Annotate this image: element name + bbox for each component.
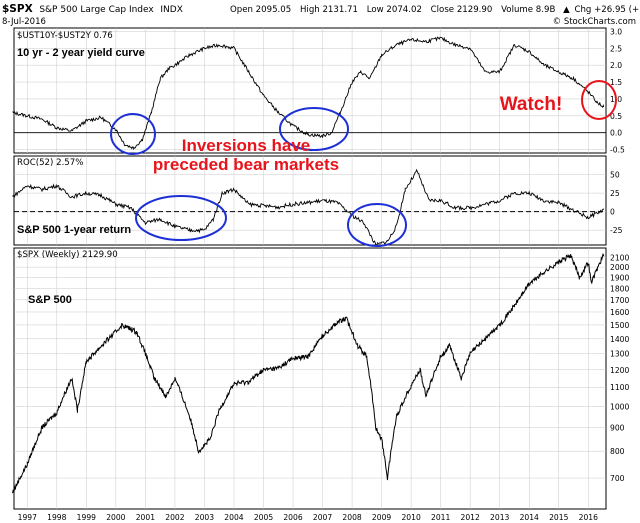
yield_curve-frame <box>13 27 607 154</box>
xtick-label: 2011 <box>431 513 450 522</box>
xtick-label: 2009 <box>372 513 391 522</box>
yield_curve-ytick-label: -0.5 <box>610 146 625 155</box>
header-date: 8-Jul-2016 <box>2 17 46 27</box>
watch-annotation: Watch! <box>500 94 563 115</box>
inversions-annotation-line2: preceded bear markets <box>153 155 339 174</box>
spx-ytick-label: 1500 <box>610 321 629 330</box>
xtick-label: 1999 <box>77 513 96 522</box>
yield_curve-ytick-label: 1.5 <box>610 78 622 87</box>
roc-ytick-label: 0 <box>610 208 615 217</box>
bear-market-ellipse-2008 <box>347 203 407 247</box>
spx-ytick-label: 1600 <box>610 308 629 317</box>
inversions-annotation-line1: Inversions have <box>182 136 311 155</box>
xtick-label: 2007 <box>313 513 332 522</box>
inversion-ellipse-2000 <box>110 113 156 155</box>
bear-market-ellipse-2002 <box>135 195 227 241</box>
yield_curve-ytick-label: 2.5 <box>610 44 622 53</box>
watch-ellipse <box>581 80 617 120</box>
roc-ytick-label: 25 <box>610 189 620 198</box>
xtick-label: 2008 <box>342 513 361 522</box>
xtick-label: 2006 <box>283 513 302 522</box>
spx-ytick-label: 1800 <box>610 284 629 293</box>
xtick-label: 2004 <box>224 513 243 522</box>
xtick-label: 2016 <box>579 513 598 522</box>
spx-ytick-label: 700 <box>610 474 625 483</box>
spx-ytick-label: 1300 <box>610 350 629 359</box>
xtick-label: 1997 <box>18 513 37 522</box>
spx-ytick-label: 1200 <box>610 366 629 375</box>
spx-ytick-label: 1900 <box>610 273 629 282</box>
spx-ytick-label: 2000 <box>610 263 629 272</box>
yield-legend: $UST10Y-$UST2Y 0.76 <box>17 31 113 41</box>
xtick-label: 2005 <box>254 513 273 522</box>
header-exchange: INDX <box>160 5 182 15</box>
roc-ytick-label: -25 <box>610 226 623 235</box>
spx-ytick-label: 900 <box>610 424 625 433</box>
spx-ytick-label: 1000 <box>610 402 629 411</box>
roc-legend: ROC(52) 2.57% <box>17 158 83 168</box>
inversion-ellipse-2006 <box>279 107 349 151</box>
header-low: Low 2074.02 <box>367 5 422 15</box>
source-credit: © StockCharts.com <box>553 17 636 27</box>
roc-label: S&P 500 1-year return <box>17 224 131 236</box>
header-volume: Volume 8.9B <box>501 5 555 15</box>
yield_curve-ytick-label: 0.5 <box>610 112 622 121</box>
spx-ytick-label: 1400 <box>610 335 629 344</box>
xtick-label: 1998 <box>47 513 66 522</box>
xtick-label: 2010 <box>401 513 420 522</box>
spx-legend: $SPX (Weekly) 2129.90 <box>17 250 118 260</box>
yield_curve-ytick-label: 2.0 <box>610 61 622 70</box>
xtick-label: 2015 <box>549 513 568 522</box>
spx-ytick-label: 1100 <box>610 383 629 392</box>
xtick-label: 2000 <box>106 513 125 522</box>
yield_curve-ytick-label: 3.0 <box>610 27 622 36</box>
header-symbol: $SPX <box>2 3 33 15</box>
header-high: High 2131.71 <box>300 5 358 15</box>
xtick-label: 2001 <box>136 513 155 522</box>
spx-label: S&P 500 <box>28 294 72 306</box>
yield_curve-ytick-label: 0.0 <box>610 129 622 138</box>
header-change: Chg +26.95 (+1.28%) <box>574 5 640 15</box>
roc-series-line <box>12 168 605 248</box>
yield-label: 10 yr - 2 year yield curve <box>17 47 145 59</box>
roc-ytick-label: 50 <box>610 171 620 180</box>
xtick-label: 2014 <box>520 513 539 522</box>
xtick-label: 2003 <box>195 513 214 522</box>
header-quote: Open 2095.05 High 2131.71 Low 2074.02 Cl… <box>230 5 640 15</box>
xtick-label: 2012 <box>461 513 480 522</box>
up-triangle-icon: ▲ <box>563 5 570 15</box>
spx-ytick-label: 1700 <box>610 296 629 305</box>
xtick-label: 2002 <box>165 513 184 522</box>
header-close: Close 2129.90 <box>431 5 493 15</box>
header-name: S&P 500 Large Cap Index <box>39 5 154 15</box>
spx-series-line <box>12 253 605 494</box>
spx-ytick-label: 2100 <box>610 253 629 262</box>
header-title: $SPX S&P 500 Large Cap Index INDX <box>2 3 183 15</box>
spx-frame <box>13 247 607 510</box>
spx-ytick-label: 800 <box>610 447 625 456</box>
xtick-label: 2013 <box>490 513 509 522</box>
header-open: Open 2095.05 <box>230 5 291 15</box>
